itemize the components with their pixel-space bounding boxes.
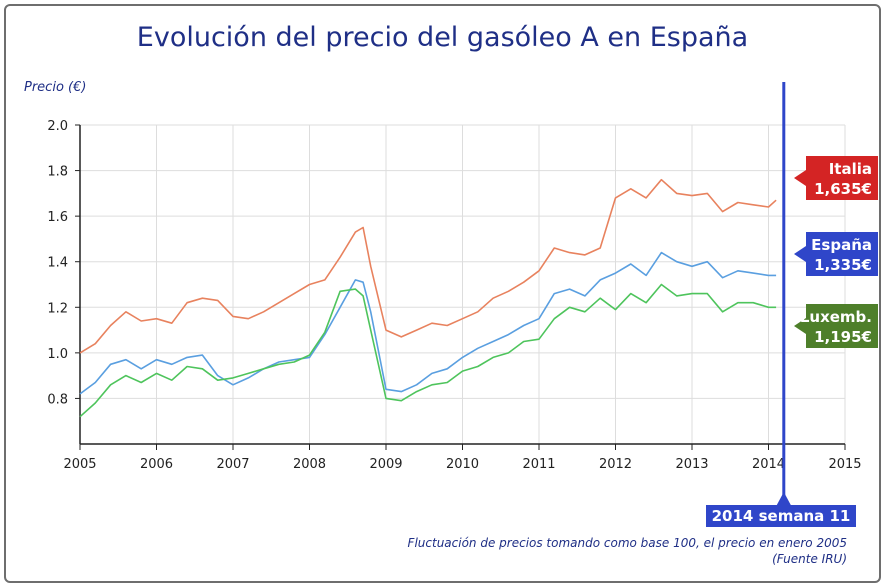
x-tick-label: 2009 [369,457,402,472]
series-value-label: 1,335€ [814,256,872,274]
chart-title: Evolución del precio del gasóleo A en Es… [136,22,749,53]
y-tick-label: 1.4 [47,256,68,271]
x-tick-label: 2006 [140,457,173,472]
chart-frame [4,4,881,583]
y-axis-label: Precio (€) [24,80,87,95]
x-tick-label: 2005 [63,457,96,472]
badge-pointer [794,170,806,186]
x-tick-label: 2015 [828,457,861,472]
series-badge [806,232,878,276]
series-name-label: Luxemb. [800,308,872,326]
badge-pointer [794,246,806,262]
x-tick-label: 2008 [293,457,326,472]
y-tick-label: 1.6 [47,210,68,225]
x-tick-label: 2014 [752,457,785,472]
footnote-source: (Fuente IRU) [772,552,847,566]
series-value-label: 1,635€ [814,180,872,198]
series-name-label: Italia [829,160,872,178]
series-badge [806,156,878,200]
y-tick-label: 2.0 [47,119,68,134]
badge-pointer [794,318,806,334]
footnote: Fluctuación de precios tomando como base… [408,535,847,567]
x-tick-label: 2012 [599,457,632,472]
x-tick-label: 2007 [216,457,249,472]
x-tick-label: 2013 [675,457,708,472]
week-marker-arrow [776,492,791,505]
series-line-italia [79,178,777,354]
y-tick-label: 1.8 [47,165,68,180]
x-tick-label: 2011 [522,457,555,472]
series-badge [806,304,878,348]
series-name-label: España [811,236,872,254]
series-line-luxemb [79,283,777,418]
y-tick-label: 1.0 [47,347,68,362]
y-tick-label: 0.8 [47,392,68,407]
x-tick-label: 2010 [446,457,479,472]
y-tick-label: 1.2 [47,301,68,316]
week-marker-label: 2014 semana 11 [706,505,856,527]
footnote-line-1: Fluctuación de precios tomando como base… [407,536,847,550]
series-value-label: 1,195€ [814,328,872,346]
series-line-espaa [79,251,777,395]
